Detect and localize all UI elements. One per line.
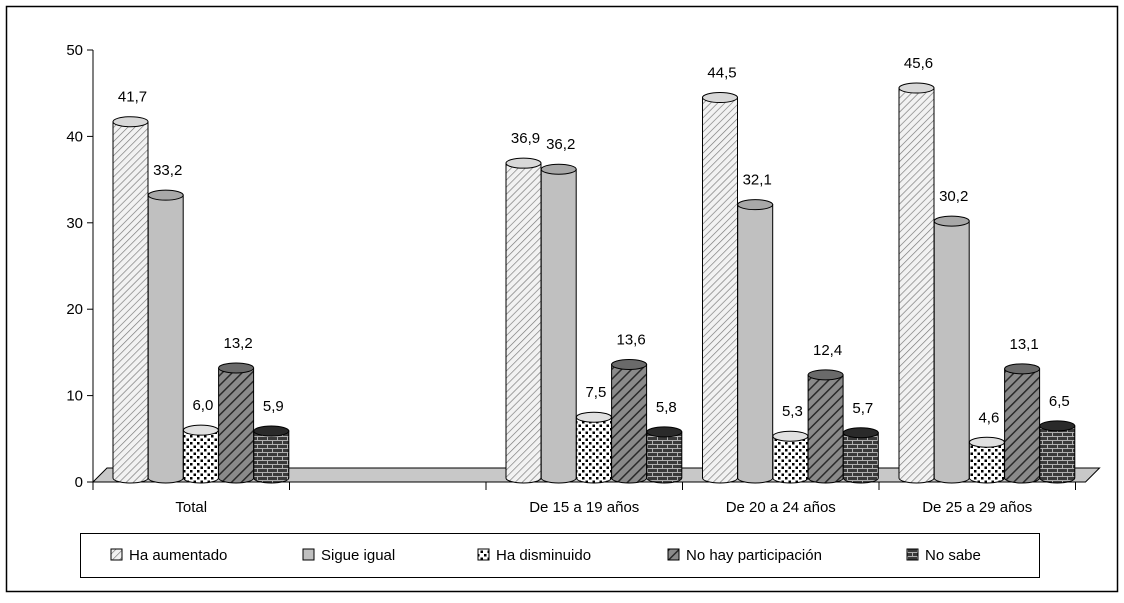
bar-no-sabe-de-20-a-24-anos (842, 427, 879, 484)
bar-sigue-igual-de-20-a-24-anos (737, 199, 774, 484)
bar-no-sabe-de-15-a-19-anos (646, 426, 683, 484)
legend-swatch (667, 548, 680, 561)
data-label-no-hay-participacion-de-25-a-29-anos: 13,1 (1009, 336, 1038, 353)
y-tick-label: 20 (66, 301, 83, 318)
data-label-no-sabe-de-15-a-19-anos: 5,8 (656, 399, 677, 416)
data-label-no-hay-participacion-total: 13,2 (223, 335, 252, 352)
data-label-no-sabe-total: 5,9 (263, 398, 284, 415)
data-label-ha-disminuido-de-25-a-29-anos: 4,6 (978, 409, 999, 426)
legend-box (80, 533, 1040, 578)
legend-item-no-hay-participacion: No hay participación (667, 547, 822, 564)
data-label-ha-disminuido-de-20-a-24-anos: 5,3 (782, 403, 803, 420)
data-label-ha-aumentado-de-25-a-29-anos: 45,6 (904, 55, 933, 72)
data-label-no-sabe-de-25-a-29-anos: 6,5 (1049, 393, 1070, 410)
bar-ha-aumentado-de-15-a-19-anos (505, 157, 542, 484)
data-labels: 41,7 33,2 6,0 13,2 5,9 36,9 36,2 7,5 13,6 5,8 44,5… (118, 55, 1070, 426)
data-label-no-hay-participacion-de-15-a-19-anos: 13,6 (616, 331, 645, 348)
legend-label: Ha aumentado (129, 547, 227, 564)
bar-sigue-igual-total (147, 189, 184, 484)
y-tick-label: 30 (66, 215, 83, 232)
data-label-sigue-igual-de-15-a-19-anos: 36,2 (546, 136, 575, 153)
legend-item-no-sabe: No sabe (906, 547, 981, 564)
data-label-ha-disminuido-de-15-a-19-anos: 7,5 (585, 384, 606, 401)
category-label-de-25-a-29-anos: De 25 a 29 años (922, 499, 1032, 516)
y-tick-label: 50 (66, 42, 83, 59)
y-tick-label: 40 (66, 128, 83, 145)
bar-ha-aumentado-de-20-a-24-anos (702, 92, 738, 484)
bar-no-sabe-total (253, 425, 290, 484)
bar-no-sabe-de-25-a-29-anos (1039, 420, 1076, 484)
bar-sigue-igual-de-15-a-19-anos (540, 163, 577, 484)
bar-ha-disminuido-de-25-a-29-anos (968, 436, 1005, 484)
legend-item-ha-disminuido: Ha disminuido (477, 547, 591, 564)
legend-swatch (302, 548, 315, 561)
data-label-no-hay-participacion-de-20-a-24-anos: 12,4 (813, 342, 842, 359)
data-label-sigue-igual-de-20-a-24-anos: 32,1 (743, 172, 772, 189)
category-label-total: Total (175, 499, 207, 516)
data-label-ha-aumentado-de-20-a-24-anos: 44,5 (707, 65, 736, 82)
legend-swatch (477, 548, 490, 561)
legend-label: No sabe (925, 547, 981, 564)
bars (112, 82, 1076, 484)
legend-label: Ha disminuido (496, 547, 591, 564)
bar-no-hay-participacion-total (218, 362, 255, 484)
legend-item-sigue-igual: Sigue igual (302, 547, 395, 564)
legend-item-ha-aumentado: Ha aumentado (110, 547, 227, 564)
legend-label: No hay participación (686, 547, 822, 564)
legend-swatch (906, 548, 919, 561)
bar-no-hay-participacion-de-20-a-24-anos (807, 369, 844, 484)
legend-swatch (110, 548, 123, 561)
data-label-ha-aumentado-de-15-a-19-anos: 36,9 (511, 130, 540, 147)
data-label-sigue-igual-de-25-a-29-anos: 30,2 (939, 188, 968, 205)
category-label-de-15-a-19-anos: De 15 a 19 años (529, 499, 639, 516)
legend: Ha aumentado Sigue igual Ha disminuido No h… (80, 533, 1040, 578)
data-label-ha-aumentado-total: 41,7 (118, 89, 147, 106)
bar-ha-disminuido-de-15-a-19-anos (575, 411, 612, 484)
bar-ha-aumentado-de-25-a-29-anos (898, 82, 935, 484)
bar-ha-disminuido-de-20-a-24-anos (772, 430, 809, 484)
bar-sigue-igual-de-25-a-29-anos (933, 215, 970, 484)
y-tick-label: 0 (75, 474, 83, 491)
legend-label: Sigue igual (321, 547, 395, 564)
data-label-ha-disminuido-total: 6,0 (192, 397, 213, 414)
bar-ha-disminuido-total (182, 424, 219, 484)
y-tick-label: 10 (66, 388, 83, 405)
data-label-sigue-igual-total: 33,2 (153, 162, 182, 179)
bar-no-hay-participacion-de-25-a-29-anos (1004, 363, 1041, 484)
bar-ha-aumentado-total (112, 116, 149, 484)
bar-no-hay-participacion-de-15-a-19-anos (611, 358, 648, 484)
category-label-de-20-a-24-anos: De 20 a 24 años (726, 499, 836, 516)
data-label-no-sabe-de-20-a-24-anos: 5,7 (852, 400, 873, 417)
